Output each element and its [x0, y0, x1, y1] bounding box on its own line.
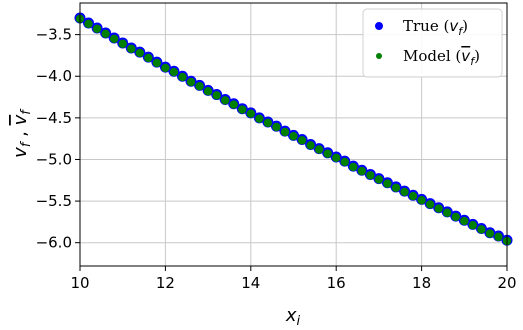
- legend: True (vf) Model (vf): [362, 8, 503, 78]
- legend-label-true: True (vf): [403, 17, 468, 38]
- model-point: [195, 82, 204, 91]
- model-point: [289, 131, 298, 141]
- model-point: [408, 191, 418, 201]
- x-tick-label: 18: [412, 274, 431, 292]
- model-point: [246, 109, 255, 118]
- model-point: [238, 105, 247, 114]
- model-point: [374, 175, 384, 184]
- x-tick-label: 10: [70, 274, 89, 292]
- x-axis-label: xi: [285, 305, 301, 329]
- data-points: [74, 12, 513, 246]
- legend-label-model: Model (vf): [403, 47, 480, 68]
- model-point: [186, 77, 196, 87]
- x-tick-label: 16: [327, 274, 346, 292]
- y-tick-label: −5.0: [36, 150, 72, 168]
- model-point: [92, 24, 102, 34]
- model-point: [485, 229, 495, 238]
- model-point: [101, 29, 110, 38]
- model-point: [169, 67, 179, 77]
- model-point: [434, 204, 443, 213]
- model-point: [161, 63, 170, 73]
- model-point: [494, 232, 503, 242]
- x-tick-labels: 10 12 14 16 18 20: [70, 266, 517, 292]
- model-point: [220, 96, 230, 105]
- model-point: [263, 118, 273, 128]
- model-point: [383, 179, 392, 188]
- model-point: [451, 212, 460, 222]
- x-tick-label: 20: [497, 274, 516, 292]
- y-axis-label: vf , vf: [10, 108, 34, 158]
- plot-frame: [79, 2, 508, 267]
- model-point: [460, 216, 469, 226]
- model-point: [425, 200, 435, 209]
- model-point: [255, 114, 264, 123]
- model-point: [443, 208, 452, 217]
- model-point: [323, 149, 332, 158]
- legend-box: [362, 8, 503, 78]
- model-point: [109, 34, 119, 43]
- model-point: [135, 48, 144, 58]
- x-tick-label: 14: [241, 274, 260, 292]
- y-tick-label: −5.5: [36, 192, 72, 210]
- model-point: [203, 87, 213, 96]
- model-point: [477, 225, 486, 234]
- model-point: [280, 127, 290, 137]
- model-point: [127, 44, 136, 53]
- y-tick-label: −3.5: [36, 26, 72, 44]
- model-point: [400, 187, 409, 197]
- model-point: [212, 91, 221, 100]
- model-point: [144, 53, 153, 63]
- model-point: [332, 153, 341, 163]
- model-point: [357, 166, 367, 176]
- model-point: [152, 58, 162, 68]
- model-point: [297, 136, 307, 145]
- y-tick-labels: −3.5 −4.0 −4.5 −5.0 −5.5 −6.0: [36, 26, 80, 252]
- model-point: [84, 19, 93, 29]
- model-point: [468, 221, 478, 230]
- y-tick-label: −6.0: [36, 234, 72, 252]
- model-point: [366, 171, 375, 180]
- model-point: [349, 162, 358, 172]
- legend-marker-model: [376, 53, 382, 59]
- y-tick-label: −4.5: [36, 109, 72, 127]
- model-point: [272, 122, 281, 132]
- model-point: [417, 196, 426, 205]
- model-point: [118, 39, 127, 48]
- model-point: [178, 72, 187, 82]
- model-point: [391, 183, 401, 192]
- model-point: [306, 141, 315, 150]
- model-point: [314, 145, 324, 154]
- x-tick-label: 12: [156, 274, 175, 292]
- model-point: [340, 157, 349, 167]
- legend-marker-true: [375, 22, 383, 30]
- model-point: [229, 100, 238, 109]
- y-tick-label: −4.0: [36, 67, 72, 85]
